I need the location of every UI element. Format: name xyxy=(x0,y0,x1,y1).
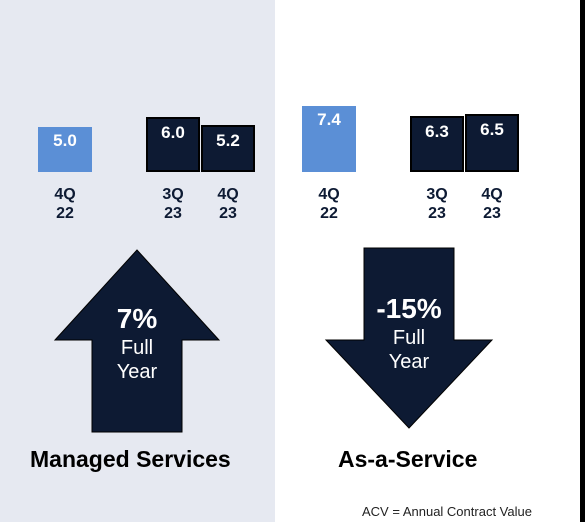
change-label-line1: Full xyxy=(392,327,426,349)
tick-label-4q23: 4Q 23 xyxy=(481,186,503,222)
as-a-service-bar-4q23: 6.5 xyxy=(465,114,519,172)
change-label-line2: Year xyxy=(116,361,158,383)
tick-label-4q22: 4Q 22 xyxy=(318,186,340,222)
bar-value-label: 7.4 xyxy=(317,110,341,129)
tick-label-4q23: 4Q 23 xyxy=(217,186,239,222)
as-a-service-title: As-a-Service xyxy=(338,446,478,472)
tick-label-3q23: 3Q 23 xyxy=(426,186,448,222)
footnote: ACV = Annual Contract Value xyxy=(362,504,532,519)
managed-services-bar-3q23: 6.0 xyxy=(146,117,200,172)
as-a-service-bar-3q23: 6.3 xyxy=(410,116,464,172)
bar-value-label: 5.0 xyxy=(53,131,77,150)
as-a-service-bar-4q22: 7.4 xyxy=(302,106,356,172)
managed-services-title: Managed Services xyxy=(30,446,231,472)
bar-value-label: 6.3 xyxy=(425,122,449,141)
change-label-line1: Full xyxy=(120,337,154,359)
managed-services-change: 7% Full Year xyxy=(92,302,182,384)
change-percent: 7% xyxy=(116,303,158,334)
tick-label-3q23: 3Q 23 xyxy=(162,186,184,222)
up-arrow-icon xyxy=(53,249,221,433)
tick-label-4q22: 4Q 22 xyxy=(54,186,76,222)
managed-services-bar-4q23: 5.2 xyxy=(201,125,255,172)
change-percent: -15% xyxy=(376,293,442,324)
bar-value-label: 5.2 xyxy=(216,131,240,150)
as-a-service-change: -15% Full Year xyxy=(364,292,454,374)
change-label-line2: Year xyxy=(388,351,430,373)
managed-services-bar-4q22: 5.0 xyxy=(38,127,92,172)
bar-value-label: 6.5 xyxy=(480,120,504,139)
bar-value-label: 6.0 xyxy=(161,123,185,142)
down-arrow-icon xyxy=(324,247,494,429)
window-edge xyxy=(580,0,585,522)
